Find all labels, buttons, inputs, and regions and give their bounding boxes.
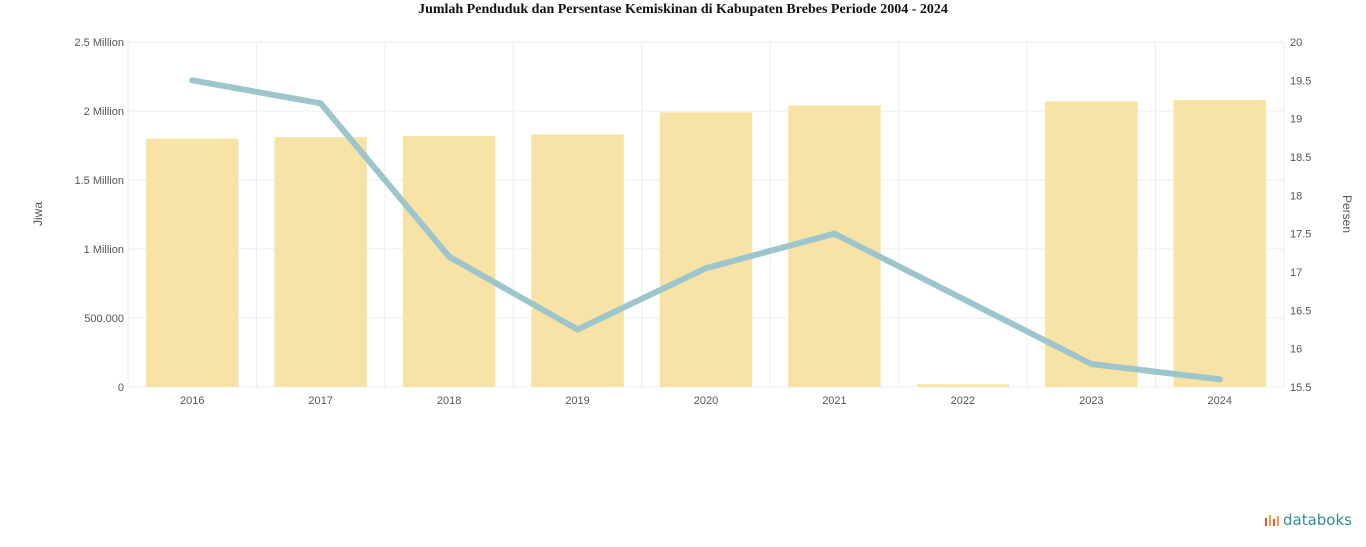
bar-2023[interactable] bbox=[1045, 101, 1138, 387]
x-tick-label: 2020 bbox=[694, 395, 718, 407]
bar-2024[interactable] bbox=[1173, 99, 1267, 388]
right-tick-label: 15.5 bbox=[1290, 382, 1311, 394]
right-tick-label: 16 bbox=[1290, 344, 1302, 356]
left-tick-label: 1.5 Million bbox=[74, 175, 124, 187]
bar-2018[interactable] bbox=[402, 135, 496, 387]
bar-2020[interactable] bbox=[659, 112, 753, 387]
right-tick-label: 18.5 bbox=[1290, 152, 1311, 164]
x-tick-label: 2021 bbox=[822, 395, 846, 407]
brand-logo: databoks bbox=[1264, 511, 1352, 529]
left-tick-label: 1 Million bbox=[84, 244, 124, 256]
tick-layer: 0 500.000 1 Million 1.5 Million 2 Million 2.5… bbox=[74, 37, 1311, 407]
line-point-2017[interactable] bbox=[317, 100, 324, 107]
x-tick-label: 2024 bbox=[1208, 395, 1232, 407]
x-tick-label: 2023 bbox=[1079, 395, 1103, 407]
right-tick-label: 19 bbox=[1290, 114, 1302, 126]
chart-title: Jumlah Penduduk dan Persentase Kemiskina… bbox=[418, 2, 948, 17]
x-tick-label: 2017 bbox=[308, 395, 332, 407]
line-point-2016[interactable] bbox=[189, 77, 196, 84]
left-axis-label: Jiwa bbox=[31, 202, 45, 226]
right-axis-label: Persen bbox=[1340, 195, 1354, 233]
right-tick-label: 16.5 bbox=[1290, 305, 1311, 317]
right-tick-label: 19.5 bbox=[1290, 75, 1311, 87]
line-point-2021[interactable] bbox=[831, 230, 838, 237]
line-layer bbox=[189, 77, 1223, 383]
x-tick-label: 2019 bbox=[565, 395, 589, 407]
bar-2017[interactable] bbox=[274, 137, 367, 387]
bar-layer bbox=[145, 99, 1267, 388]
line-point-2023[interactable] bbox=[1088, 361, 1095, 367]
poverty-line bbox=[189, 77, 1223, 383]
bar-2016[interactable] bbox=[145, 138, 239, 387]
left-tick-label: 0 bbox=[118, 382, 124, 394]
right-tick-label: 17 bbox=[1290, 267, 1302, 279]
databoks-logo-icon bbox=[1265, 515, 1279, 526]
x-tick-label: 2016 bbox=[180, 395, 204, 407]
bar-2022[interactable] bbox=[916, 384, 1010, 387]
bar-2021[interactable] bbox=[788, 105, 881, 387]
right-tick-label: 20 bbox=[1290, 37, 1302, 49]
left-tick-label: 2 Million bbox=[84, 106, 124, 118]
left-tick-label: 500.000 bbox=[84, 313, 124, 325]
x-tick-label: 2022 bbox=[951, 395, 975, 407]
line-point-2019[interactable] bbox=[574, 326, 581, 333]
line-point-2020[interactable] bbox=[703, 265, 709, 272]
line-point-2024[interactable] bbox=[1216, 376, 1223, 383]
x-tick-label: 2018 bbox=[437, 395, 461, 407]
right-tick-label: 17.5 bbox=[1290, 229, 1311, 241]
right-tick-label: 18 bbox=[1290, 190, 1302, 202]
bar-2019[interactable] bbox=[531, 134, 624, 387]
brand-name: databoks bbox=[1283, 511, 1352, 529]
line-point-2018[interactable] bbox=[446, 253, 453, 260]
left-tick-label: 2.5 Million bbox=[74, 37, 124, 49]
